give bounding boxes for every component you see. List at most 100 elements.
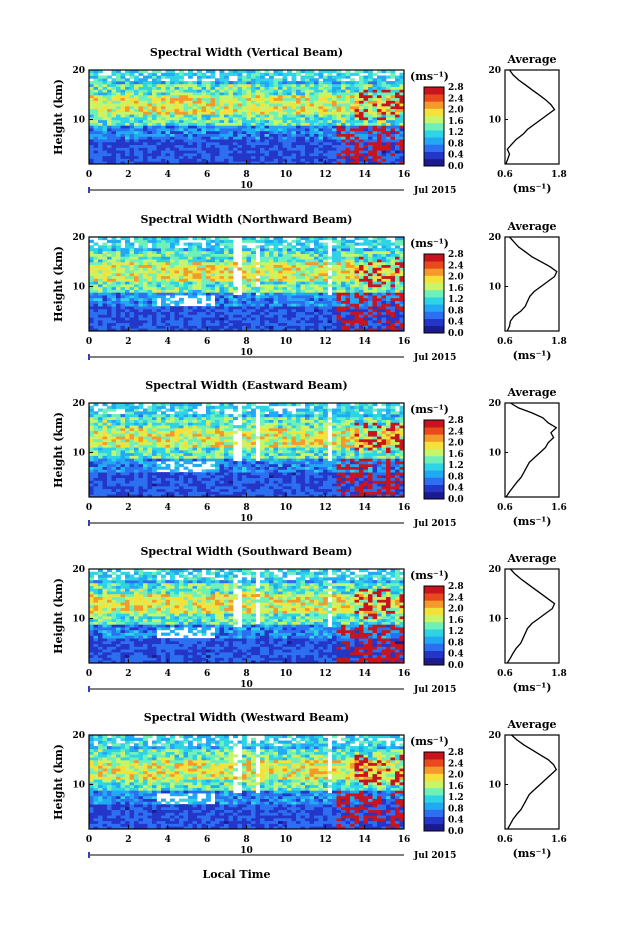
heatmap-cell xyxy=(107,303,112,307)
heatmap-cell xyxy=(215,128,220,132)
heatmap-cell xyxy=(278,136,283,140)
heatmap-cell xyxy=(215,253,220,257)
heatmap-cell xyxy=(237,86,243,90)
heatmap-cell xyxy=(273,144,279,148)
heatmap-cell xyxy=(363,125,369,129)
heatmap-cell xyxy=(224,270,229,274)
heatmap-cell xyxy=(314,237,319,241)
heatmap-cell xyxy=(314,122,319,126)
heatmap-cell xyxy=(395,267,400,271)
heatmap-cell xyxy=(174,250,180,254)
heatmap-cell xyxy=(170,281,175,285)
heatmap-cell xyxy=(278,114,283,118)
heatmap-cell xyxy=(134,444,139,448)
heatmap-cell xyxy=(219,125,225,129)
heatmap-cell xyxy=(242,270,247,274)
heatmap-cell xyxy=(120,92,126,96)
heatmap-cell xyxy=(246,317,252,321)
heatmap-cell xyxy=(350,295,355,299)
heatmap-cell xyxy=(372,328,378,332)
heatmap-cell xyxy=(102,253,108,257)
heatmap-cell xyxy=(134,463,139,467)
heatmap-cell xyxy=(390,289,396,293)
heatmap-cell xyxy=(314,308,319,313)
heatmap-cell xyxy=(237,314,243,318)
heatmap-cell xyxy=(287,261,292,266)
heatmap-cell xyxy=(341,292,346,296)
heatmap-cell xyxy=(161,128,166,132)
heatmap-cell xyxy=(206,286,211,290)
heatmap-cell xyxy=(332,328,337,332)
heatmap-cell xyxy=(152,125,157,129)
heatmap-cell xyxy=(381,158,387,162)
heatmap-cell xyxy=(89,425,94,429)
heatmap-cell xyxy=(89,150,94,154)
heatmap-cell xyxy=(129,419,135,423)
heatmap-cell xyxy=(359,322,364,326)
heatmap-cell xyxy=(120,469,126,473)
heatmap-cell xyxy=(296,325,301,329)
heatmap-cell xyxy=(264,237,270,241)
profile-line xyxy=(505,69,556,165)
heatmap-cell xyxy=(260,325,265,329)
heatmap-cell xyxy=(282,317,288,321)
heatmap-cell xyxy=(368,284,373,288)
heatmap-cell xyxy=(224,125,229,129)
heatmap-cell xyxy=(116,311,121,315)
heatmap-cell xyxy=(278,281,283,285)
heatmap-cell xyxy=(327,317,333,321)
heatmap-cell xyxy=(390,322,396,326)
heatmap-cell xyxy=(206,317,211,321)
heatmap-cell xyxy=(161,297,166,301)
heatmap-cell xyxy=(372,97,378,101)
heatmap-cell xyxy=(156,150,162,154)
heatmap-cell xyxy=(120,295,126,299)
heatmap-cell xyxy=(237,70,243,74)
heatmap-cell xyxy=(372,319,378,324)
heatmap-cell xyxy=(219,75,225,79)
heatmap-cell xyxy=(314,81,319,85)
heatmap-cell xyxy=(287,292,292,296)
heatmap-cell xyxy=(381,86,387,90)
heatmap-cell xyxy=(111,414,117,418)
heatmap-cell xyxy=(179,275,184,279)
heatmap-cell xyxy=(93,452,99,456)
heatmap-cell xyxy=(341,264,346,268)
heatmap-cell xyxy=(386,242,391,246)
heatmap-cell xyxy=(147,237,153,241)
heatmap-cell xyxy=(224,261,229,266)
heatmap-cell xyxy=(129,111,135,115)
heatmap-cell xyxy=(174,158,180,162)
heatmap-cell xyxy=(116,264,121,268)
heatmap-cell xyxy=(183,256,189,260)
heatmap-cell xyxy=(350,306,355,310)
heatmap-cell xyxy=(269,289,274,293)
heatmap-cell xyxy=(134,237,139,241)
heatmap-cell xyxy=(138,122,144,126)
heatmap-cell xyxy=(323,97,328,101)
heatmap-cell xyxy=(381,117,387,121)
heatmap-cell xyxy=(143,300,148,304)
heatmap-cell xyxy=(107,147,112,151)
heatmap-cell xyxy=(129,455,135,459)
heatmap-cell xyxy=(120,311,126,315)
heatmap-cell xyxy=(210,158,216,162)
heatmap-cell xyxy=(327,122,333,126)
heatmap-cell xyxy=(377,81,382,85)
heatmap-cell xyxy=(228,242,234,246)
heatmap-cell xyxy=(327,297,333,301)
heatmap-cell xyxy=(359,117,364,121)
heatmap-cell xyxy=(386,306,391,310)
heatmap-cell xyxy=(206,100,211,104)
heatmap-cell xyxy=(201,278,207,282)
heatmap-cell xyxy=(134,317,139,321)
colorbar-swatch xyxy=(424,115,444,124)
heatmap-cell xyxy=(147,259,153,263)
heatmap-cell xyxy=(129,122,135,126)
heatmap-cell xyxy=(134,264,139,268)
heatmap-cell xyxy=(228,306,234,310)
heatmap-cell xyxy=(210,259,216,263)
heatmap-cell xyxy=(377,275,382,279)
heatmap-cell xyxy=(377,319,382,324)
heatmap-cell xyxy=(251,322,256,326)
